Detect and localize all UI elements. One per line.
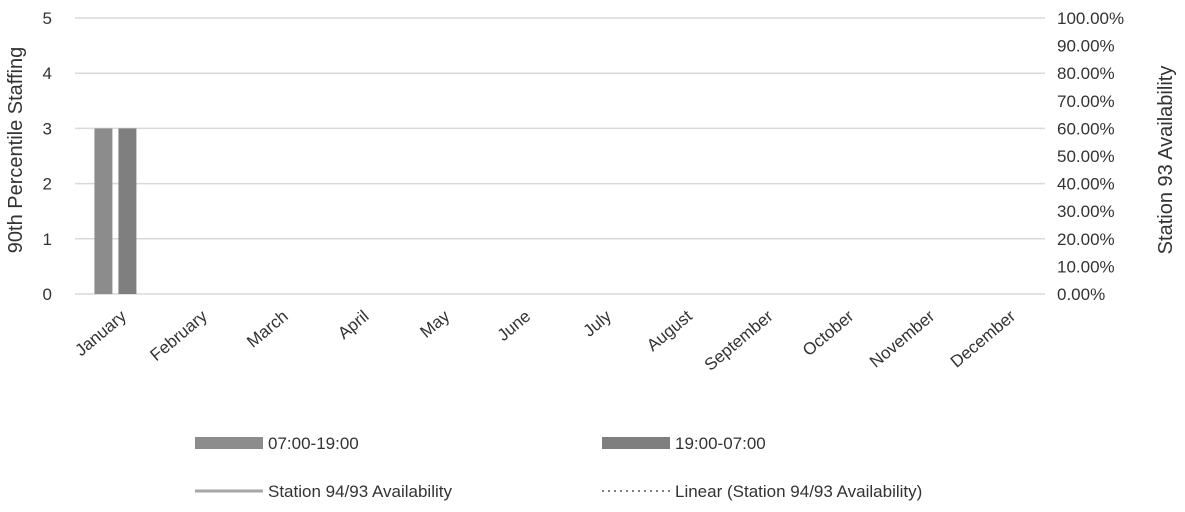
x-tick-label: October: [799, 306, 858, 360]
y2-axis-title: Station 93 Availability: [1155, 66, 1177, 255]
legend-swatch: [602, 437, 670, 449]
legend-label: Station 94/93 Availability: [268, 482, 452, 501]
x-tick-label: March: [243, 307, 291, 352]
x-tick-label: December: [947, 306, 1020, 371]
y-tick-label: 0: [43, 285, 52, 304]
y2-tick-label: 50.00%: [1057, 147, 1115, 166]
x-tick-label: August: [643, 306, 696, 355]
axes: 0123450.00%10.00%20.00%30.00%40.00%50.00…: [43, 9, 1125, 375]
x-tick-label: July: [580, 306, 616, 340]
legend-label: 19:00-07:00: [675, 434, 766, 453]
x-tick-label: June: [494, 307, 534, 345]
y-tick-label: 1: [43, 230, 52, 249]
legend: 07:00-19:00 19:00-07:00 Station 94/93 Avai…: [195, 434, 922, 501]
y2-tick-label: 20.00%: [1057, 230, 1115, 249]
y2-tick-label: 90.00%: [1057, 37, 1115, 56]
x-tick-label: January: [71, 306, 130, 360]
y2-tick-label: 10.00%: [1057, 257, 1115, 276]
x-tick-label: November: [866, 306, 939, 371]
y-tick-label: 4: [43, 64, 52, 83]
y2-tick-label: 100.00%: [1057, 9, 1124, 28]
x-tick-label: May: [416, 306, 453, 342]
y2-tick-label: 80.00%: [1057, 64, 1115, 83]
legend-label: 07:00-19:00: [268, 434, 359, 453]
y2-tick-label: 70.00%: [1057, 92, 1115, 111]
y-tick-label: 3: [43, 119, 52, 138]
y2-tick-label: 0.00%: [1057, 285, 1105, 304]
y-axis-title: 90th Percentile Staffing: [5, 47, 27, 253]
x-tick-label: February: [146, 306, 211, 365]
bar: [118, 128, 137, 294]
x-tick-label: September: [701, 306, 777, 374]
y2-tick-label: 60.00%: [1057, 119, 1115, 138]
bars: [94, 128, 137, 294]
y2-tick-label: 40.00%: [1057, 175, 1115, 194]
bar: [94, 128, 113, 294]
legend-label: Linear (Station 94/93 Availability): [675, 482, 922, 501]
legend-swatch: [195, 437, 263, 449]
y2-tick-label: 30.00%: [1057, 202, 1115, 221]
y-tick-label: 2: [43, 175, 52, 194]
gridlines: [75, 17, 1045, 295]
x-tick-label: April: [334, 307, 372, 343]
y-tick-label: 5: [43, 9, 52, 28]
